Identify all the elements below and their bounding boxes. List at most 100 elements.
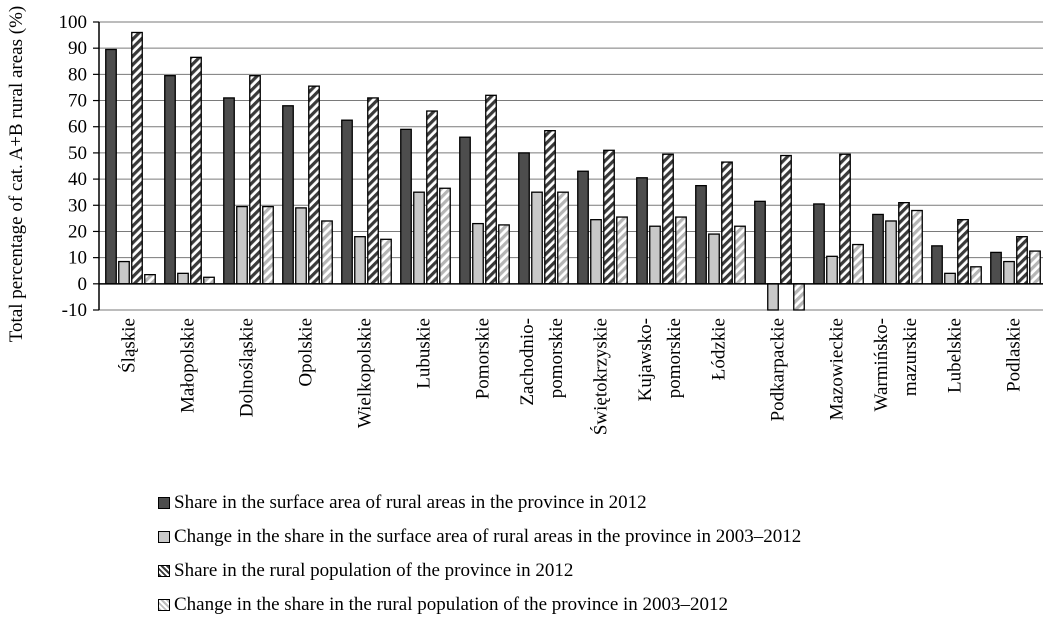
bar	[767, 283, 779, 311]
y-tick-label: 90	[68, 38, 87, 59]
bar	[695, 184, 707, 285]
y-tick-labels: -10 0 10 20 30 40 50 60 70 80 90 100	[59, 12, 88, 321]
bar	[675, 216, 687, 285]
legend-swatch	[158, 531, 170, 543]
bar	[472, 222, 484, 285]
bar	[236, 205, 248, 285]
legend-label: Share in the surface area of rural areas…	[174, 492, 647, 513]
category-label-line: Małopolskie	[178, 318, 199, 413]
bar	[852, 243, 864, 285]
y-tick-label: 80	[68, 64, 87, 85]
category-label: Mazowieckie	[827, 318, 848, 420]
category-label-line: mazurskie	[900, 318, 921, 396]
legend-item: Share in the surface area of rural areas…	[158, 486, 801, 520]
bar	[754, 200, 766, 285]
category-label: Małopolskie	[178, 318, 199, 413]
axes	[93, 21, 1043, 311]
bar	[118, 260, 130, 285]
category-label-line: Warmińsko-	[871, 318, 892, 411]
category-label: Lubuskie	[414, 318, 435, 389]
y-tick-label: 40	[68, 169, 87, 190]
category-label-line: Lubuskie	[414, 318, 435, 389]
bar	[577, 170, 589, 285]
category-label: Pomorskie	[473, 318, 494, 399]
y-tick-label: 30	[68, 195, 87, 216]
bar	[872, 213, 884, 285]
category-label: Zachodnio-pomorskie	[517, 318, 567, 406]
category-label: Warmińsko-mazurskie	[871, 318, 921, 411]
category-label-line: pomorskie	[546, 318, 567, 398]
bar	[105, 48, 117, 285]
bar	[426, 110, 438, 285]
bars	[105, 31, 1041, 311]
category-label-line: Pomorskie	[473, 318, 494, 399]
bar	[341, 119, 353, 285]
bar	[308, 85, 320, 285]
bar	[1029, 250, 1041, 285]
bar	[734, 225, 746, 285]
bar	[190, 56, 202, 285]
bar	[970, 266, 982, 285]
bar	[544, 130, 556, 285]
bar	[459, 136, 471, 285]
legend-item: Share in the rural population of the pro…	[158, 554, 801, 588]
bar	[485, 94, 497, 285]
y-tick-label: 50	[68, 143, 87, 164]
legend-label: Share in the rural population of the pro…	[174, 560, 574, 581]
bar	[721, 161, 733, 285]
category-label-line: Podkarpackie	[768, 318, 789, 421]
bar	[1016, 236, 1028, 285]
category-label: Świętokrzyskie	[590, 318, 612, 435]
y-tick-label: -10	[62, 300, 87, 321]
legend-label: Change in the share in the surface area …	[174, 526, 802, 547]
bar	[498, 224, 510, 285]
bar	[531, 191, 543, 285]
legend-swatch	[158, 497, 170, 509]
bar	[144, 274, 156, 285]
bar	[354, 236, 366, 285]
y-tick-label: 20	[68, 221, 87, 242]
category-label: Śląskie	[118, 318, 140, 373]
category-label-line: Śląskie	[118, 318, 140, 373]
bar	[249, 75, 261, 285]
bar	[1003, 260, 1015, 285]
y-tick-label: 100	[59, 12, 88, 33]
bar	[413, 191, 425, 285]
bar	[518, 152, 530, 285]
category-label: Podlaskie	[1004, 318, 1025, 392]
bar	[839, 153, 851, 285]
bar	[826, 255, 838, 285]
category-label: Kujawsko-pomorskie	[635, 318, 685, 401]
bar-chart: -10 0 10 20 30 40 50 60 70 80 90 100 Śląskie Małopol…	[6, 6, 1043, 435]
bar	[557, 191, 569, 285]
legend-item: Change in the share in the rural populat…	[158, 588, 801, 622]
category-label-line: Mazowieckie	[827, 318, 848, 420]
bar	[439, 187, 451, 285]
bar	[177, 272, 189, 285]
category-label-line: Opolskie	[296, 318, 317, 387]
bar	[911, 209, 923, 285]
bar	[780, 154, 792, 285]
bar	[131, 31, 143, 285]
category-label-line: Świętokrzyskie	[590, 318, 612, 435]
bar	[262, 205, 274, 285]
bar	[223, 97, 235, 285]
category-label: Dolnośląskie	[237, 318, 258, 417]
category-label: Łódzkie	[709, 318, 730, 380]
bar	[957, 219, 969, 285]
bar	[885, 220, 897, 285]
category-label-line: Podlaskie	[1004, 318, 1025, 392]
bar	[944, 272, 956, 285]
category-label-line: pomorskie	[664, 318, 685, 398]
bar	[649, 225, 661, 285]
bar	[380, 238, 392, 285]
category-label-line: Kujawsko-	[635, 318, 656, 401]
bar	[367, 97, 379, 285]
category-label-line: Lubelskie	[945, 318, 966, 393]
bar	[616, 216, 628, 285]
bar	[321, 220, 333, 285]
category-label-line: Zachodnio-	[517, 318, 538, 406]
y-tick-label: 0	[78, 274, 88, 295]
bar	[400, 128, 412, 285]
legend-label: Change in the share in the rural populat…	[174, 594, 729, 615]
